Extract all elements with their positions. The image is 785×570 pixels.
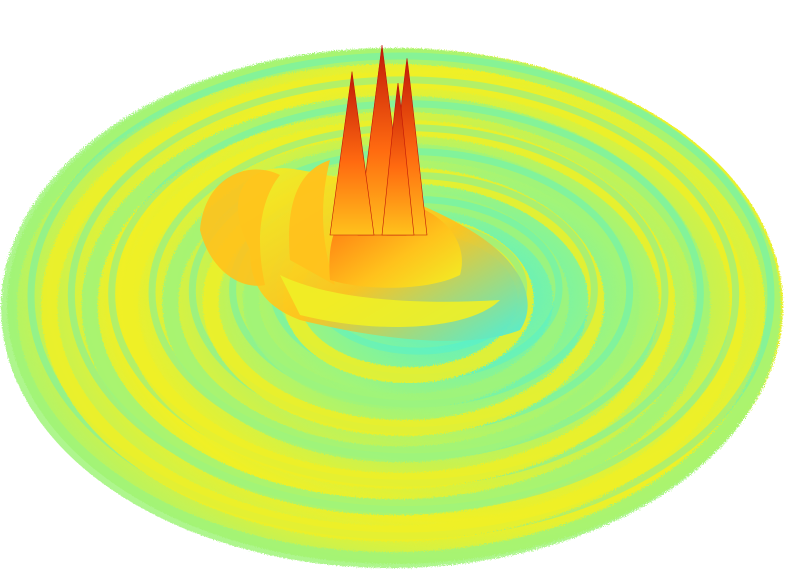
ripple-ring	[41, 71, 746, 542]
peak-3	[329, 71, 375, 236]
central-peaks	[329, 44, 428, 236]
peak-4	[381, 82, 415, 236]
central-folds	[200, 160, 528, 341]
central-fold-mid	[289, 160, 335, 285]
central-fold-front	[280, 275, 500, 327]
central-fold-left	[200, 169, 280, 286]
ripple-ring	[1, 48, 781, 568]
